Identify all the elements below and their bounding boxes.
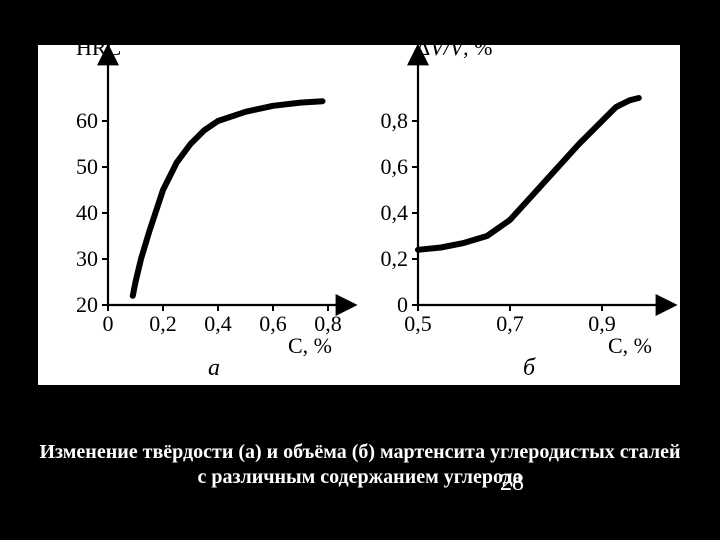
svg-text:0,8: 0,8 — [381, 108, 409, 133]
chart-panel: 0 0,2 0,4 0,6 0,8 20 30 40 50 60 HRC C, % а 0,5 0,7 0,… — [38, 45, 680, 385]
svg-text:0: 0 — [103, 311, 114, 336]
svg-text:50: 50 — [76, 154, 98, 179]
caption-line-2: с различным содержанием углерода — [197, 466, 522, 488]
svg-text:а: а — [208, 355, 220, 381]
svg-text:HRC: HRC — [76, 45, 121, 60]
svg-text:C, %: C, % — [608, 333, 652, 358]
svg-text:20: 20 — [76, 292, 98, 317]
svg-text:б: б — [523, 355, 536, 381]
chart-a: 00,20,40,60,82030405060HRCC, %а — [38, 45, 358, 385]
figure-caption: Изменение твёрдости (а) и объёма (б) мар… — [25, 440, 695, 490]
svg-text:0,2: 0,2 — [149, 311, 177, 336]
svg-text:0: 0 — [397, 292, 408, 317]
svg-text:0,7: 0,7 — [496, 311, 524, 336]
page-number: 28 — [500, 470, 524, 497]
svg-text:40: 40 — [76, 200, 98, 225]
svg-text:0,4: 0,4 — [204, 311, 232, 336]
svg-text:0,5: 0,5 — [404, 311, 432, 336]
svg-text:C, %: C, % — [288, 333, 332, 358]
svg-text:0,6: 0,6 — [259, 311, 287, 336]
caption-line-1: Изменение твёрдости (а) и объёма (б) мар… — [40, 441, 681, 463]
svg-text:30: 30 — [76, 246, 98, 271]
svg-text:ΔV/V, %: ΔV/V, % — [416, 45, 492, 60]
chart-b: 0,50,70,900,20,40,60,8ΔV/V, %C, %б — [358, 45, 678, 385]
svg-text:0,6: 0,6 — [381, 154, 409, 179]
svg-text:0,4: 0,4 — [381, 200, 409, 225]
svg-text:60: 60 — [76, 108, 98, 133]
svg-text:0,2: 0,2 — [381, 246, 409, 271]
